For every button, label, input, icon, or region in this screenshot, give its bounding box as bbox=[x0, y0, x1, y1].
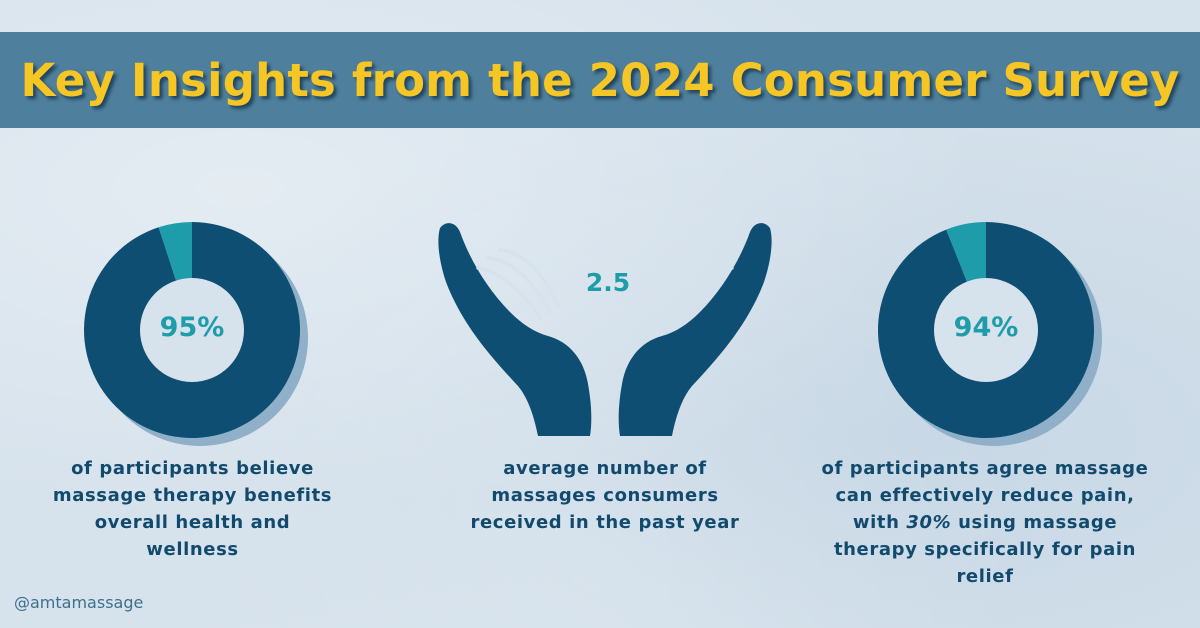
caption-line: massages consumers bbox=[491, 485, 719, 506]
caption-line: wellness bbox=[146, 539, 239, 560]
caption-line: of participants believe bbox=[71, 458, 314, 479]
finger-line bbox=[650, 248, 712, 308]
caption-line: of participants agree massage bbox=[821, 458, 1149, 479]
caption-line: massage therapy benefits bbox=[52, 485, 333, 506]
donut-hole bbox=[140, 278, 244, 382]
title-banner: Key Insights from the 2024 Consumer Surv… bbox=[0, 32, 1200, 128]
caption-line: average number of bbox=[503, 458, 707, 479]
finger-line bbox=[658, 256, 724, 314]
donut-hole bbox=[934, 278, 1038, 382]
stat-value-average-massages: 2.5 bbox=[585, 268, 631, 297]
finger-line bbox=[486, 256, 552, 314]
finger-line bbox=[498, 248, 560, 308]
open-hands-icon bbox=[438, 223, 772, 436]
donut-chart-pain-relief bbox=[878, 222, 1102, 446]
stat-value-health: 95% bbox=[159, 312, 225, 343]
caption-line: can effectively reduce pain, bbox=[835, 485, 1135, 506]
emphasis-value: 30% bbox=[906, 512, 952, 533]
finger-line bbox=[668, 266, 734, 320]
page-title: Key Insights from the 2024 Consumer Surv… bbox=[20, 53, 1180, 107]
caption-line: overall health and bbox=[94, 512, 291, 533]
caption-pain-relief: of participants agree massage can effect… bbox=[810, 455, 1160, 590]
caption-line: therapy specifically for pain bbox=[833, 539, 1137, 560]
donut-chart-health-benefits bbox=[84, 222, 308, 446]
caption-line: with 30% using massage bbox=[852, 512, 1118, 533]
caption-line: relief bbox=[956, 566, 1014, 587]
caption-line: received in the past year bbox=[470, 512, 740, 533]
stat-value-pain: 94% bbox=[953, 312, 1019, 343]
caption-average-massages: average number of massages consumers rec… bbox=[440, 455, 770, 536]
finger-line bbox=[476, 266, 542, 320]
caption-health-benefits: of participants believe massage therapy … bbox=[40, 455, 345, 563]
social-handle: @amtamassage bbox=[14, 593, 144, 612]
